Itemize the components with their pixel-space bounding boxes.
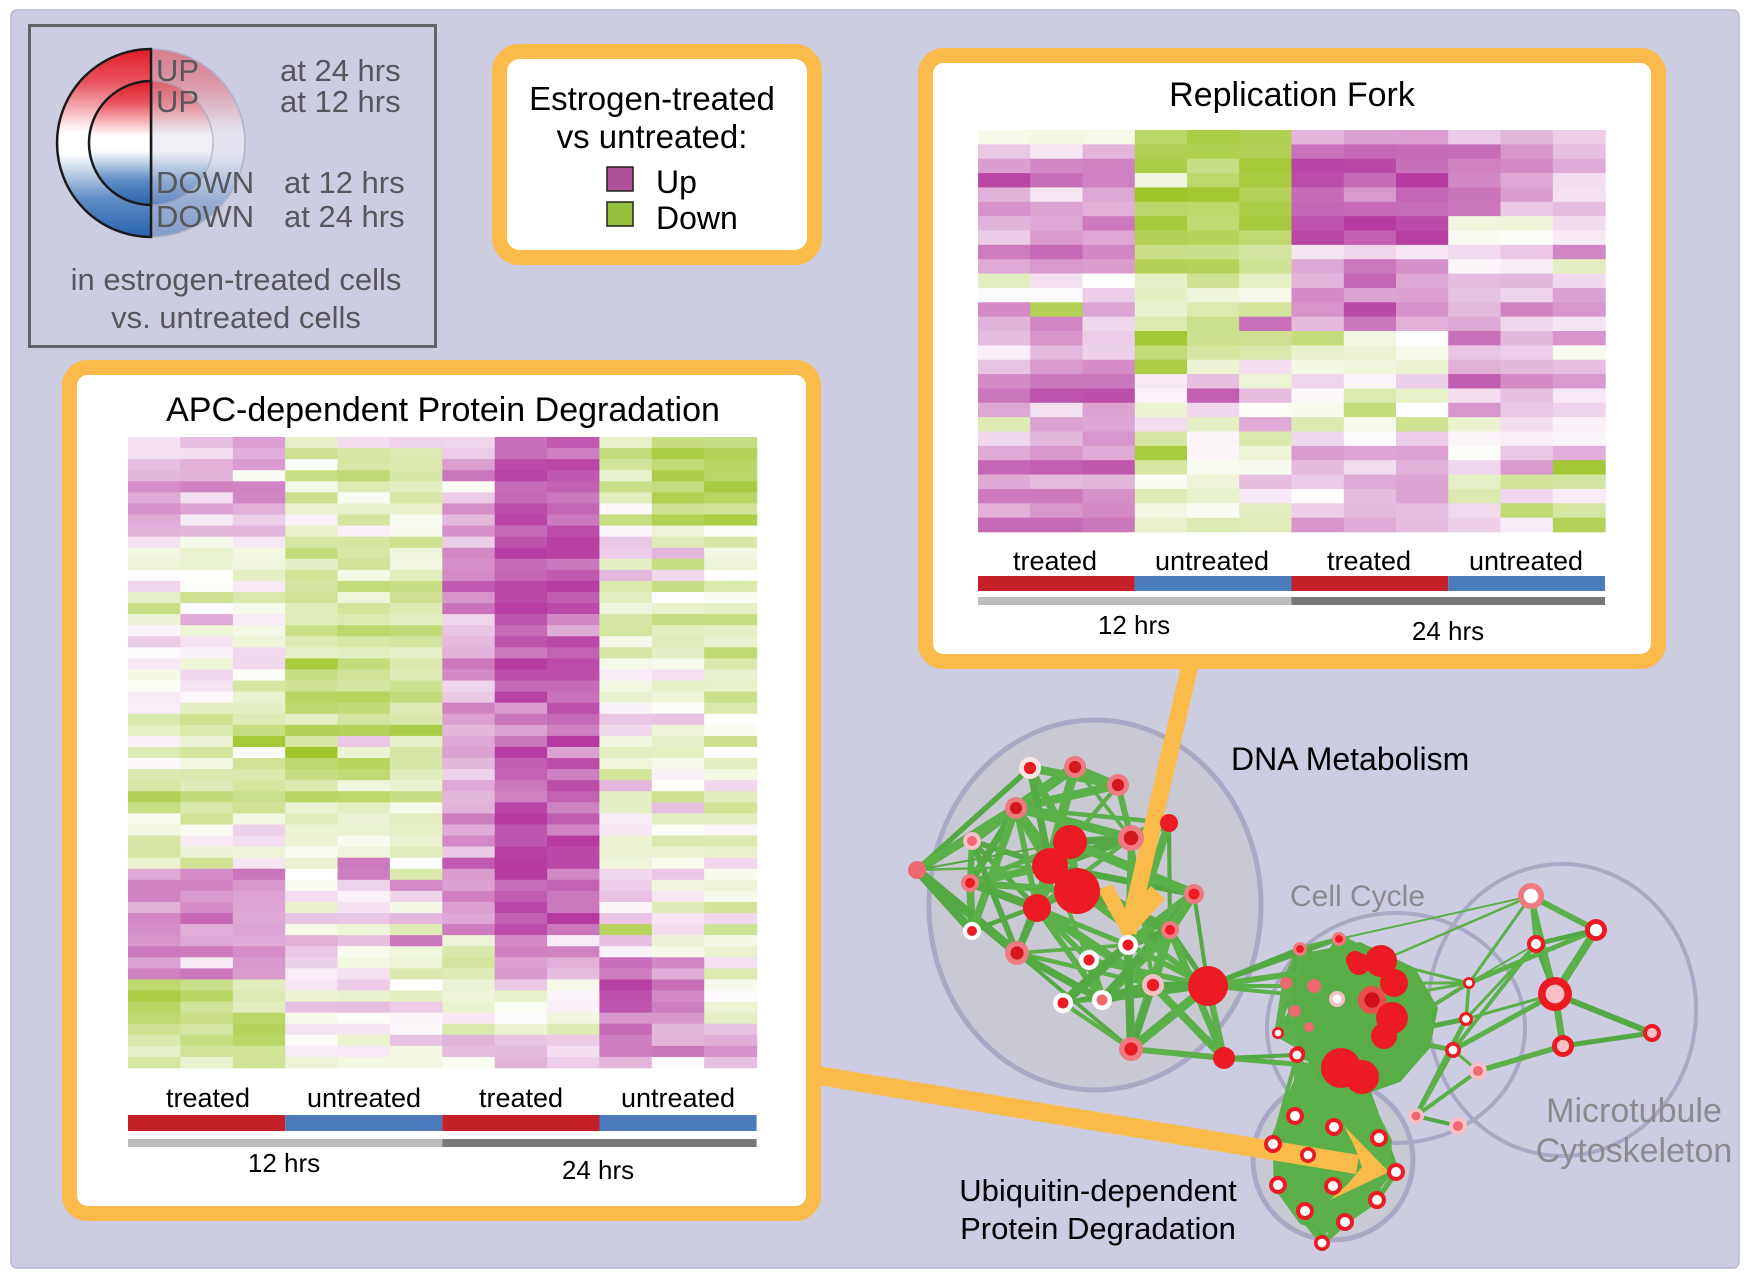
- svg-text:at 24 hrs: at 24 hrs: [280, 53, 401, 88]
- svg-text:Cell Cycle: Cell Cycle: [1290, 880, 1425, 913]
- svg-text:24 hrs: 24 hrs: [1412, 616, 1484, 646]
- svg-text:treated: treated: [1013, 546, 1097, 576]
- svg-text:treated: treated: [166, 1083, 250, 1113]
- svg-text:Replication Fork: Replication Fork: [1169, 76, 1416, 114]
- svg-text:untreated: untreated: [1155, 546, 1269, 576]
- svg-text:12 hrs: 12 hrs: [1098, 610, 1170, 640]
- svg-text:UP: UP: [156, 53, 199, 88]
- svg-text:at 12 hrs: at 12 hrs: [284, 165, 405, 200]
- svg-text:24 hrs: 24 hrs: [562, 1155, 634, 1185]
- svg-text:at 24 hrs: at 24 hrs: [284, 199, 405, 234]
- svg-text:Ubiquitin-dependent: Ubiquitin-dependent: [959, 1173, 1237, 1208]
- svg-text:Up: Up: [656, 164, 697, 200]
- svg-text:Estrogen-treated: Estrogen-treated: [529, 80, 775, 117]
- svg-text:UP: UP: [156, 84, 199, 119]
- svg-text:at 12 hrs: at 12 hrs: [280, 84, 401, 119]
- svg-text:Down: Down: [656, 200, 738, 236]
- svg-text:DNA Metabolism: DNA Metabolism: [1231, 741, 1469, 777]
- svg-text:DOWN: DOWN: [156, 199, 254, 234]
- svg-text:12 hrs: 12 hrs: [248, 1148, 320, 1178]
- svg-text:vs untreated:: vs untreated:: [557, 118, 748, 155]
- svg-text:Microtubule: Microtubule: [1546, 1092, 1722, 1130]
- svg-text:untreated: untreated: [621, 1083, 735, 1113]
- svg-text:in estrogen-treated cells: in estrogen-treated cells: [71, 262, 402, 297]
- svg-text:Cytoskeleton: Cytoskeleton: [1536, 1132, 1733, 1170]
- svg-text:Protein Degradation: Protein Degradation: [960, 1211, 1236, 1246]
- svg-text:untreated: untreated: [1469, 546, 1583, 576]
- svg-text:treated: treated: [479, 1083, 563, 1113]
- svg-text:vs. untreated cells: vs. untreated cells: [111, 300, 361, 335]
- svg-text:untreated: untreated: [307, 1083, 421, 1113]
- svg-text:APC-dependent Protein Degradat: APC-dependent Protein Degradation: [166, 391, 720, 429]
- svg-text:treated: treated: [1327, 546, 1411, 576]
- svg-text:DOWN: DOWN: [156, 165, 254, 200]
